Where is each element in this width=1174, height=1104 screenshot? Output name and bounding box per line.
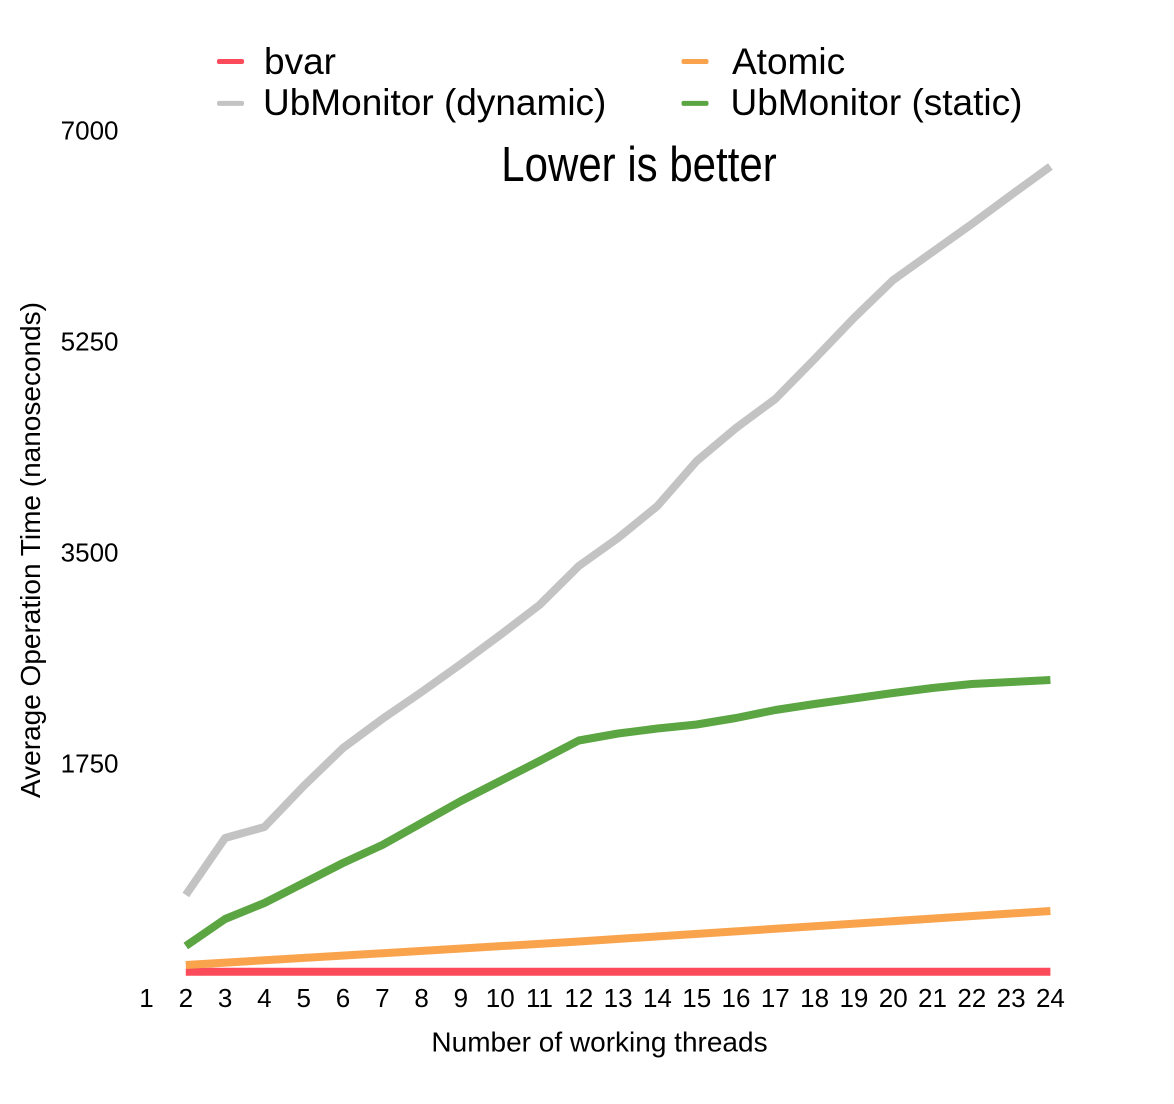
svg-text:19: 19 <box>839 983 868 1013</box>
svg-text:11: 11 <box>526 983 553 1013</box>
svg-text:7: 7 <box>375 983 389 1013</box>
svg-text:22: 22 <box>957 983 986 1013</box>
svg-text:16: 16 <box>722 983 751 1013</box>
svg-text:9: 9 <box>454 983 468 1013</box>
svg-text:Atomic: Atomic <box>732 41 845 82</box>
svg-text:7000: 7000 <box>61 116 119 146</box>
svg-text:3500: 3500 <box>61 538 119 568</box>
svg-text:3: 3 <box>218 983 232 1013</box>
svg-text:12: 12 <box>564 983 593 1013</box>
svg-text:10: 10 <box>486 983 515 1013</box>
svg-text:14: 14 <box>643 983 672 1013</box>
svg-text:2: 2 <box>179 983 193 1013</box>
svg-text:17: 17 <box>761 983 790 1013</box>
svg-text:15: 15 <box>682 983 711 1013</box>
svg-text:18: 18 <box>800 983 829 1013</box>
svg-text:13: 13 <box>604 983 633 1013</box>
svg-text:6: 6 <box>336 983 350 1013</box>
svg-text:1: 1 <box>139 983 153 1013</box>
svg-text:5250: 5250 <box>61 327 119 357</box>
svg-text:20: 20 <box>879 983 908 1013</box>
svg-text:UbMonitor (dynamic): UbMonitor (dynamic) <box>263 82 606 123</box>
svg-text:24: 24 <box>1036 983 1065 1013</box>
svg-text:Average Operation Time (nanose: Average Operation Time (nanoseconds) <box>15 302 46 798</box>
svg-text:UbMonitor (static): UbMonitor (static) <box>731 82 1023 123</box>
svg-text:Lower is better: Lower is better <box>501 136 776 192</box>
svg-text:4: 4 <box>257 983 271 1013</box>
svg-text:Number of working threads: Number of working threads <box>431 1027 767 1058</box>
svg-text:23: 23 <box>997 983 1026 1013</box>
svg-text:bvar: bvar <box>264 41 336 82</box>
svg-text:5: 5 <box>296 983 310 1013</box>
svg-text:8: 8 <box>414 983 428 1013</box>
svg-text:1750: 1750 <box>61 749 119 779</box>
svg-text:21: 21 <box>918 983 947 1013</box>
